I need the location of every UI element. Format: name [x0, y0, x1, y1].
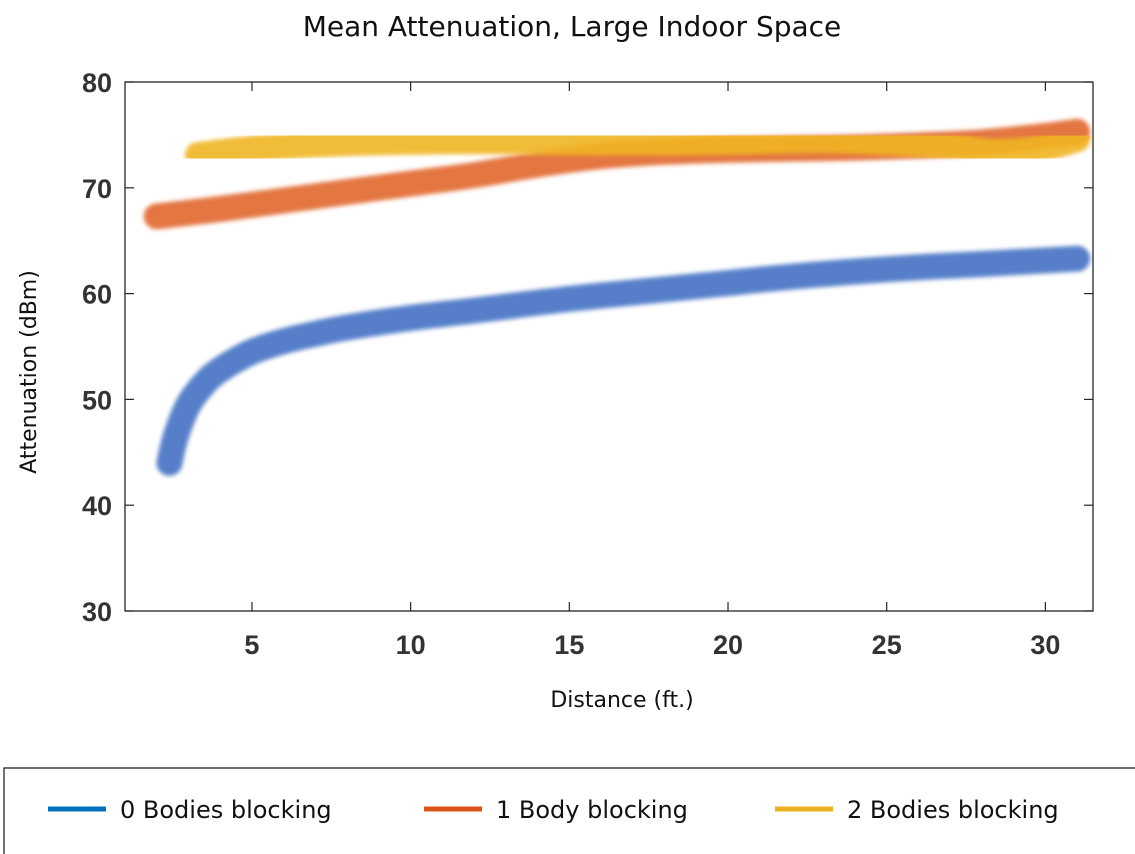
- legend-label-2: 2 Bodies blocking: [847, 796, 1059, 824]
- series-line-0: [156, 245, 1091, 476]
- x-tick-label: 5: [244, 630, 259, 660]
- x-tick-label: 15: [554, 630, 584, 660]
- legend: 0 Bodies blocking 1 Body blocking 2 Bodies…: [3, 767, 1135, 854]
- x-axis-label: Distance (ft.): [550, 688, 693, 713]
- tick-marks: [125, 81, 1093, 612]
- y-tick-label: 80: [82, 68, 112, 98]
- y-tick-label: 60: [82, 280, 112, 310]
- y-axis-label: Attenuation (dBm): [17, 270, 42, 474]
- chart-title: Mean Attenuation, Large Indoor Space: [303, 10, 842, 43]
- legend-label-0: 0 Bodies blocking: [120, 796, 332, 824]
- x-tick-label: 30: [1030, 630, 1060, 660]
- legend-items: 0 Bodies blocking 1 Body blocking 2 Bodies…: [48, 796, 1059, 824]
- x-tick-label: 20: [713, 630, 743, 660]
- x-tick-label: 10: [396, 630, 426, 660]
- x-tick-label: 25: [872, 630, 902, 660]
- y-tick-label: 30: [82, 597, 112, 627]
- legend-box: [3, 767, 1135, 854]
- y-tick-label: 50: [82, 385, 112, 415]
- tick-labels: 5 10 15 20 25 30 30 40 50 60 70 80: [82, 68, 1060, 660]
- legend-label-1: 1 Body blocking: [496, 796, 688, 824]
- series-line-2: [184, 126, 1091, 169]
- y-tick-label: 40: [82, 491, 112, 521]
- series-layer: [143, 118, 1091, 476]
- y-tick-label: 70: [82, 174, 112, 204]
